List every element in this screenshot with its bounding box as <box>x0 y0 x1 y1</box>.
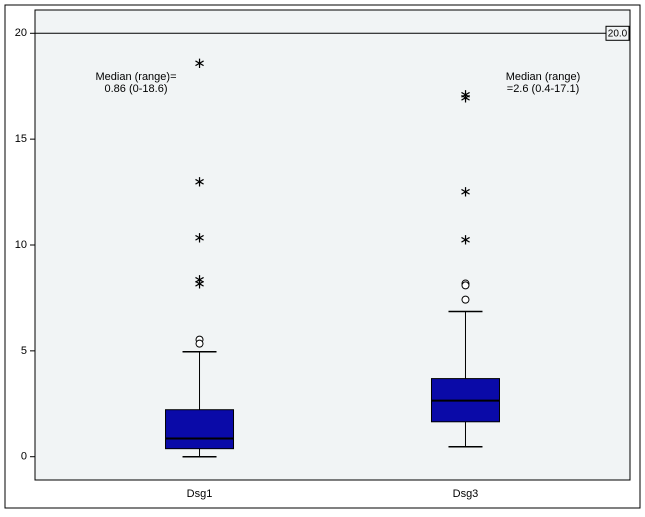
y-tick-label: 5 <box>21 345 27 357</box>
y-tick-label: 0 <box>21 451 27 463</box>
annotation: =2.6 (0.4-17.1) <box>507 83 579 95</box>
y-tick-label: 15 <box>15 133 27 145</box>
extreme: ∗ <box>193 229 206 246</box>
y-tick-label: 10 <box>15 239 27 251</box>
extreme: ∗ <box>193 55 206 72</box>
extreme: ∗ <box>459 86 472 103</box>
outlier <box>461 281 470 290</box>
reference-label: 20.0 <box>608 28 628 39</box>
outlier <box>461 295 470 304</box>
y-tick-label: 20 <box>15 27 27 39</box>
plot-area <box>34 9 631 481</box>
annotation: Median (range) <box>506 71 581 83</box>
extreme: ∗ <box>459 232 472 249</box>
extreme: ∗ <box>459 184 472 201</box>
outlier <box>195 339 204 348</box>
extreme: ∗ <box>193 272 206 289</box>
box <box>165 409 235 450</box>
annotation: Median (range)= <box>95 71 176 83</box>
reference-label-box <box>605 25 630 41</box>
x-tick-label: Dsg1 <box>187 488 213 500</box>
extreme: ∗ <box>459 89 472 106</box>
x-tick-label: Dsg3 <box>453 488 479 500</box>
extreme: ∗ <box>193 173 206 190</box>
annotation: 0.86 (0-18.6) <box>105 83 168 95</box>
extreme: ∗ <box>193 276 206 293</box>
